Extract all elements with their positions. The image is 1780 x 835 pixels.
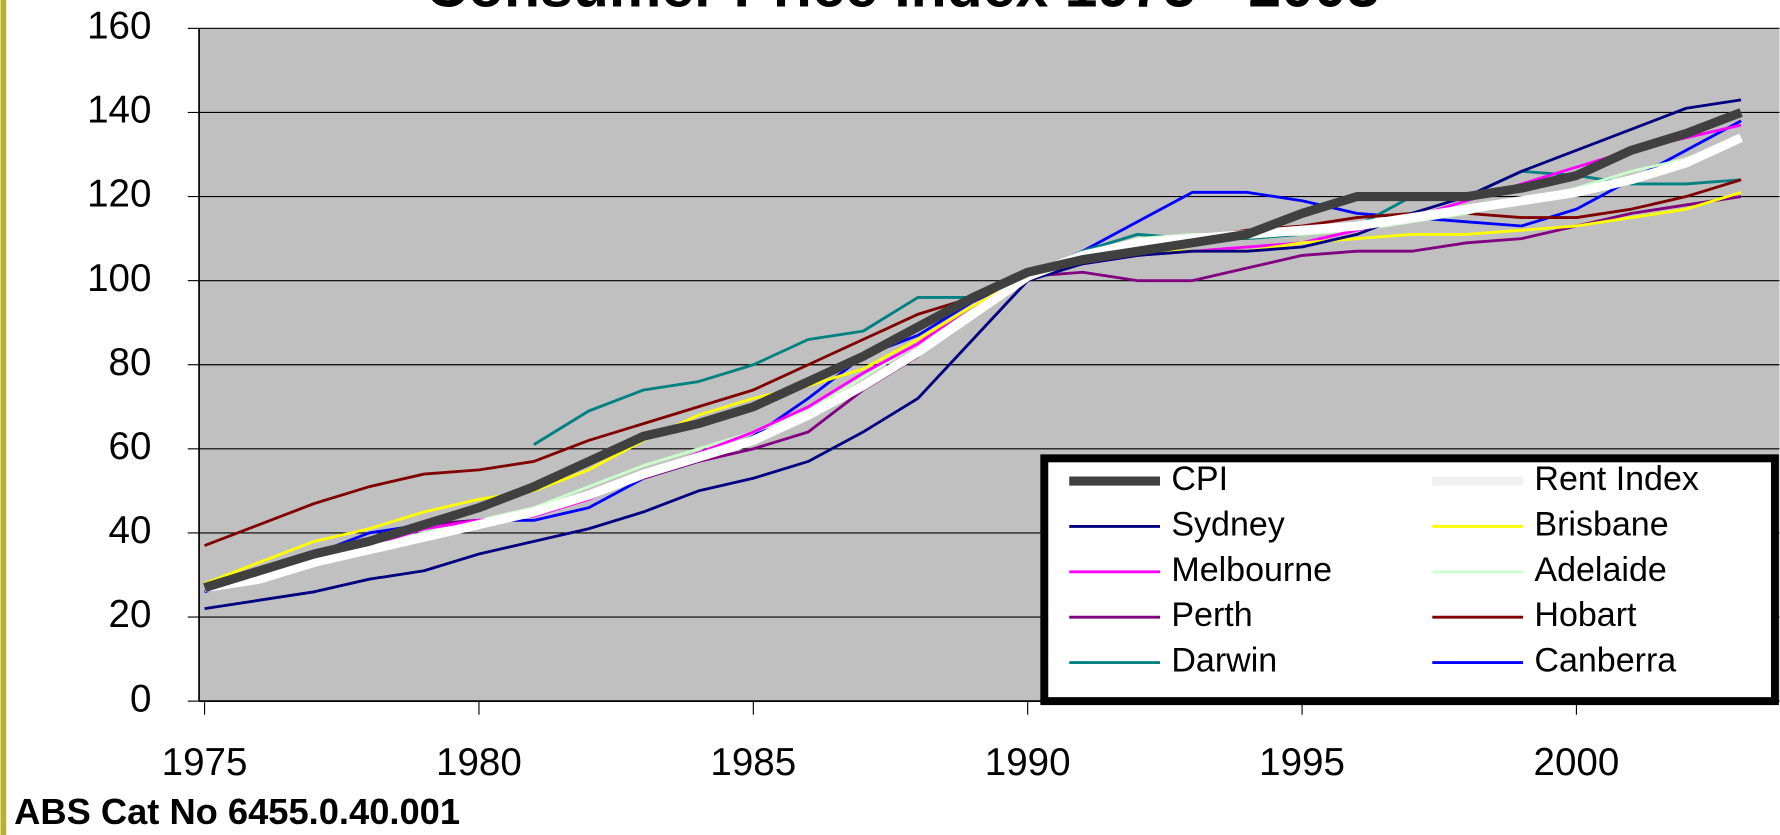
y-tick-label: 160: [87, 5, 151, 48]
y-tick-label: 140: [87, 89, 151, 132]
left-edge: [0, 0, 7, 835]
legend-label: CPI: [1171, 460, 1228, 498]
y-tick-label: 100: [87, 257, 151, 300]
legend-label: Canberra: [1534, 642, 1676, 680]
x-tick-label: 1985: [710, 741, 796, 784]
legend-box: [1040, 454, 1779, 706]
legend-label: Sydney: [1171, 505, 1284, 543]
x-tick-label: 1990: [985, 741, 1071, 784]
legend-label: Adelaide: [1534, 551, 1666, 589]
legend-label: Darwin: [1171, 642, 1277, 680]
series-line: [204, 98, 1742, 611]
y-tick-label: 0: [130, 677, 151, 720]
y-tick-label: 40: [109, 509, 152, 552]
legend-label: Melbourne: [1171, 551, 1332, 589]
chart-title: Consumer Price Index 1975 - 2003: [425, 0, 1379, 20]
y-tick-label: 80: [109, 341, 152, 384]
source-note: ABS Cat No 6455.0.40.001: [14, 791, 460, 832]
x-tick-label: 1975: [162, 741, 248, 784]
x-tick-label: 1980: [436, 741, 522, 784]
y-tick-label: 120: [87, 173, 151, 216]
y-tick-label: 20: [109, 593, 152, 636]
x-tick-label: 2000: [1534, 741, 1620, 784]
series-line: [203, 108, 1743, 592]
series-line: [203, 133, 1743, 593]
x-tick-label: 1995: [1259, 741, 1345, 784]
series-line: [204, 190, 1742, 585]
legend-label: Hobart: [1534, 596, 1637, 634]
legend-label: Rent Index: [1534, 460, 1699, 498]
legend-label: Brisbane: [1534, 505, 1668, 543]
y-tick-label: 60: [109, 425, 152, 468]
legend-label: Perth: [1171, 596, 1252, 634]
series-line: [533, 169, 1742, 446]
